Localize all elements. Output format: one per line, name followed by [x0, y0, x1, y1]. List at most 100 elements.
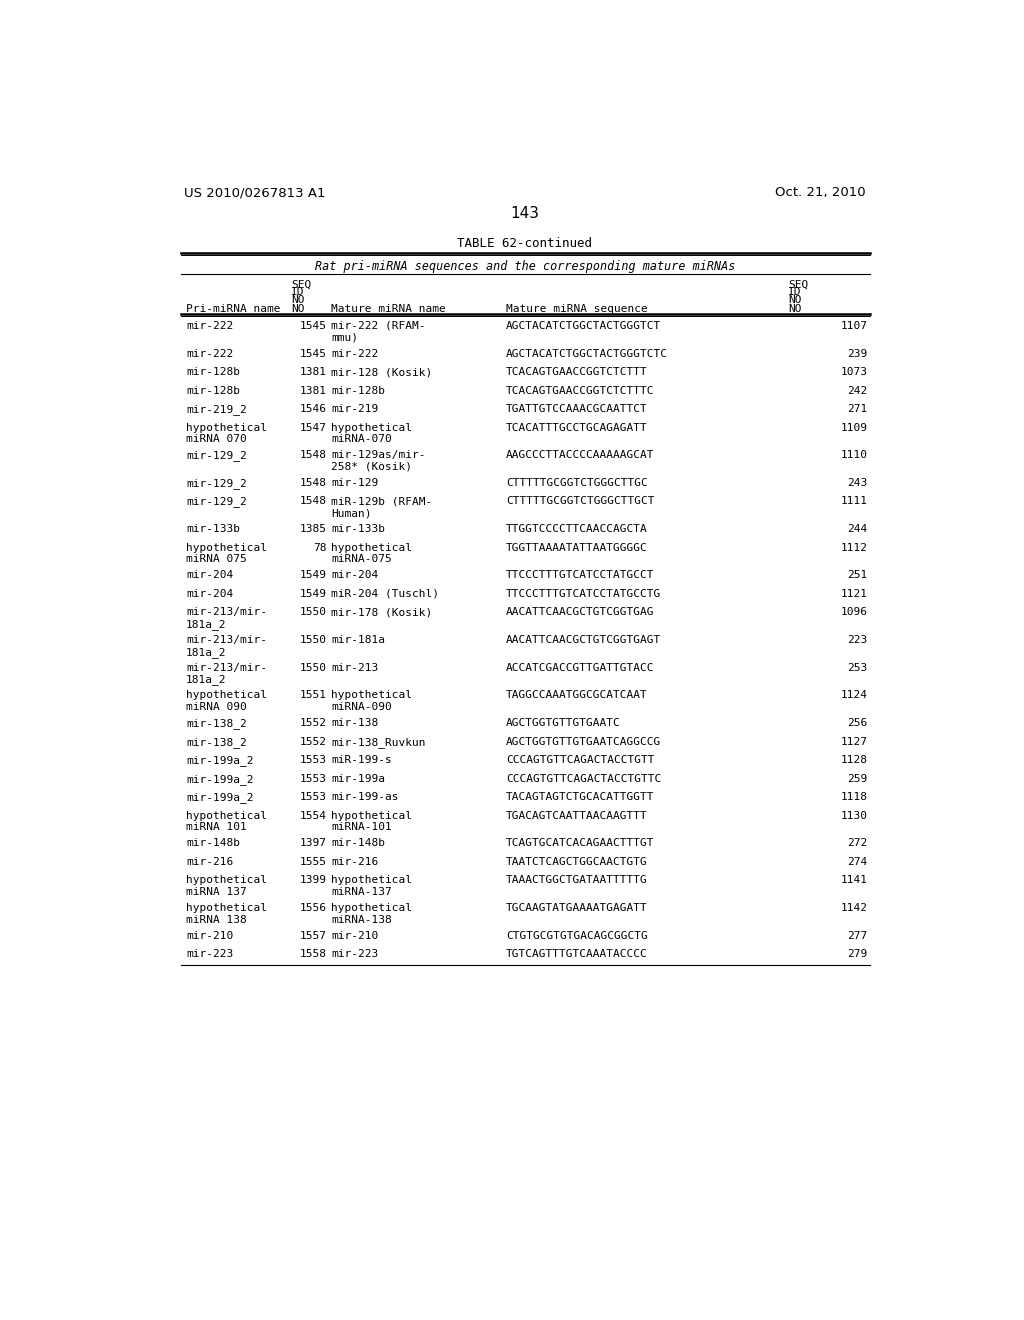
Text: 1397: 1397 [299, 838, 327, 849]
Text: mir-216: mir-216 [186, 857, 233, 867]
Text: mir-129: mir-129 [331, 478, 378, 488]
Text: mir-222: mir-222 [331, 348, 378, 359]
Text: Pri-miRNA name: Pri-miRNA name [186, 304, 281, 314]
Text: mir-133b: mir-133b [331, 524, 385, 535]
Text: 242: 242 [847, 385, 867, 396]
Text: 1557: 1557 [299, 931, 327, 941]
Text: CTTTTTGCGGTCTGGGCTTGC: CTTTTTGCGGTCTGGGCTTGC [506, 478, 648, 488]
Text: 1553: 1553 [299, 774, 327, 784]
Text: mir-216: mir-216 [331, 857, 378, 867]
Text: 1096: 1096 [841, 607, 867, 618]
Text: TAAACTGGCTGATAATTTTTG: TAAACTGGCTGATAATTTTTG [506, 875, 648, 886]
Text: CTTTTTGCGGTCTGGGCTTGCT: CTTTTTGCGGTCTGGGCTTGCT [506, 496, 654, 507]
Text: 1554: 1554 [299, 810, 327, 821]
Text: mir-213/mir-
181a_2: mir-213/mir- 181a_2 [186, 663, 267, 685]
Text: 277: 277 [847, 931, 867, 941]
Text: 1558: 1558 [299, 949, 327, 960]
Text: mir-219_2: mir-219_2 [186, 404, 247, 414]
Text: mir-129_2: mir-129_2 [186, 478, 247, 488]
Text: hypothetical
miRNA 138: hypothetical miRNA 138 [186, 903, 267, 924]
Text: 279: 279 [847, 949, 867, 960]
Text: mir-138_2: mir-138_2 [186, 737, 247, 747]
Text: NO: NO [788, 304, 802, 314]
Text: miR-204 (Tuschl): miR-204 (Tuschl) [331, 589, 439, 599]
Text: TTCCCTTTGTCATCCTATGCCTG: TTCCCTTTGTCATCCTATGCCTG [506, 589, 662, 599]
Text: 1381: 1381 [299, 385, 327, 396]
Text: 1109: 1109 [841, 422, 867, 433]
Text: 272: 272 [847, 838, 867, 849]
Text: TGCAAGTATGAAAATGAGATT: TGCAAGTATGAAAATGAGATT [506, 903, 648, 913]
Text: 1141: 1141 [841, 875, 867, 886]
Text: TAATCTCAGCTGGCAACTGTG: TAATCTCAGCTGGCAACTGTG [506, 857, 648, 867]
Text: TACAGTAGTCTGCACATTGGTT: TACAGTAGTCTGCACATTGGTT [506, 792, 654, 803]
Text: TCACAGTGAACCGGTCTCTTTC: TCACAGTGAACCGGTCTCTTTC [506, 385, 654, 396]
Text: 243: 243 [847, 478, 867, 488]
Text: Rat pri-miRNA sequences and the corresponding mature miRNAs: Rat pri-miRNA sequences and the correspo… [314, 260, 735, 273]
Text: 1545: 1545 [299, 321, 327, 331]
Text: 1550: 1550 [299, 607, 327, 618]
Text: 143: 143 [510, 206, 540, 222]
Text: mir-213/mir-
181a_2: mir-213/mir- 181a_2 [186, 607, 267, 630]
Text: 1385: 1385 [299, 524, 327, 535]
Text: 1110: 1110 [841, 450, 867, 461]
Text: NO: NO [291, 294, 304, 305]
Text: TCACATTTGCCTGCAGAGATT: TCACATTTGCCTGCAGAGATT [506, 422, 648, 433]
Text: TCACAGTGAACCGGTCTCTTT: TCACAGTGAACCGGTCTCTTT [506, 367, 648, 378]
Text: mir-223: mir-223 [186, 949, 233, 960]
Text: 1399: 1399 [299, 875, 327, 886]
Text: 1547: 1547 [299, 422, 327, 433]
Text: CTGTGCGTGTGACAGCGGCTG: CTGTGCGTGTGACAGCGGCTG [506, 931, 648, 941]
Text: mir-138_Ruvkun: mir-138_Ruvkun [331, 737, 426, 747]
Text: 1552: 1552 [299, 718, 327, 729]
Text: 223: 223 [847, 635, 867, 645]
Text: AGCTACATCTGGCTACTGGGTCT: AGCTACATCTGGCTACTGGGTCT [506, 321, 662, 331]
Text: AACATTCAACGCTGTCGGTGAGT: AACATTCAACGCTGTCGGTGAGT [506, 635, 662, 645]
Text: 1555: 1555 [299, 857, 327, 867]
Text: ACCATCGACCGTTGATTGTACC: ACCATCGACCGTTGATTGTACC [506, 663, 654, 673]
Text: TABLE 62-continued: TABLE 62-continued [458, 238, 592, 249]
Text: hypothetical
miRNA 090: hypothetical miRNA 090 [186, 690, 267, 711]
Text: SEQ: SEQ [788, 280, 809, 289]
Text: 1121: 1121 [841, 589, 867, 599]
Text: 1124: 1124 [841, 690, 867, 701]
Text: CCCAGTGTTCAGACTACCTGTTC: CCCAGTGTTCAGACTACCTGTTC [506, 774, 662, 784]
Text: mir-148b: mir-148b [331, 838, 385, 849]
Text: mir-128b: mir-128b [186, 367, 240, 378]
Text: TGTCAGTTTGTCAAATACCCC: TGTCAGTTTGTCAAATACCCC [506, 949, 648, 960]
Text: mir-178 (Kosik): mir-178 (Kosik) [331, 607, 432, 618]
Text: 251: 251 [847, 570, 867, 581]
Text: hypothetical
miRNA 101: hypothetical miRNA 101 [186, 810, 267, 832]
Text: NO: NO [788, 294, 802, 305]
Text: AGCTGGTGTTGTGAATCAGGCCG: AGCTGGTGTTGTGAATCAGGCCG [506, 737, 662, 747]
Text: 239: 239 [847, 348, 867, 359]
Text: TAGGCCAAATGGCGCATCAAT: TAGGCCAAATGGCGCATCAAT [506, 690, 648, 701]
Text: 1552: 1552 [299, 737, 327, 747]
Text: CCCAGTGTTCAGACTACCTGTT: CCCAGTGTTCAGACTACCTGTT [506, 755, 654, 766]
Text: TGGTTAAAATATTAATGGGGC: TGGTTAAAATATTAATGGGGC [506, 543, 648, 553]
Text: Oct. 21, 2010: Oct. 21, 2010 [775, 186, 866, 199]
Text: mir-210: mir-210 [331, 931, 378, 941]
Text: hypothetical
miRNA 075: hypothetical miRNA 075 [186, 543, 267, 564]
Text: miR-129b (RFAM-
Human): miR-129b (RFAM- Human) [331, 496, 432, 517]
Text: mir-129as/mir-
258* (Kosik): mir-129as/mir- 258* (Kosik) [331, 450, 426, 471]
Text: 1549: 1549 [299, 570, 327, 581]
Text: 271: 271 [847, 404, 867, 414]
Text: 1548: 1548 [299, 450, 327, 461]
Text: 259: 259 [847, 774, 867, 784]
Text: mir-223: mir-223 [331, 949, 378, 960]
Text: hypothetical
miRNA-137: hypothetical miRNA-137 [331, 875, 412, 896]
Text: mir-210: mir-210 [186, 931, 233, 941]
Text: mir-199a_2: mir-199a_2 [186, 755, 254, 766]
Text: hypothetical
miRNA 137: hypothetical miRNA 137 [186, 875, 267, 896]
Text: TGATTGTCCAAACGCAATTCT: TGATTGTCCAAACGCAATTCT [506, 404, 648, 414]
Text: hypothetical
miRNA-070: hypothetical miRNA-070 [331, 422, 412, 444]
Text: 78: 78 [313, 543, 327, 553]
Text: mir-199a_2: mir-199a_2 [186, 792, 254, 803]
Text: 1548: 1548 [299, 496, 327, 507]
Text: AACATTCAACGCTGTCGGTGAG: AACATTCAACGCTGTCGGTGAG [506, 607, 654, 618]
Text: ID: ID [291, 286, 304, 297]
Text: ID: ID [788, 286, 802, 297]
Text: mir-199-as: mir-199-as [331, 792, 398, 803]
Text: 1118: 1118 [841, 792, 867, 803]
Text: 1127: 1127 [841, 737, 867, 747]
